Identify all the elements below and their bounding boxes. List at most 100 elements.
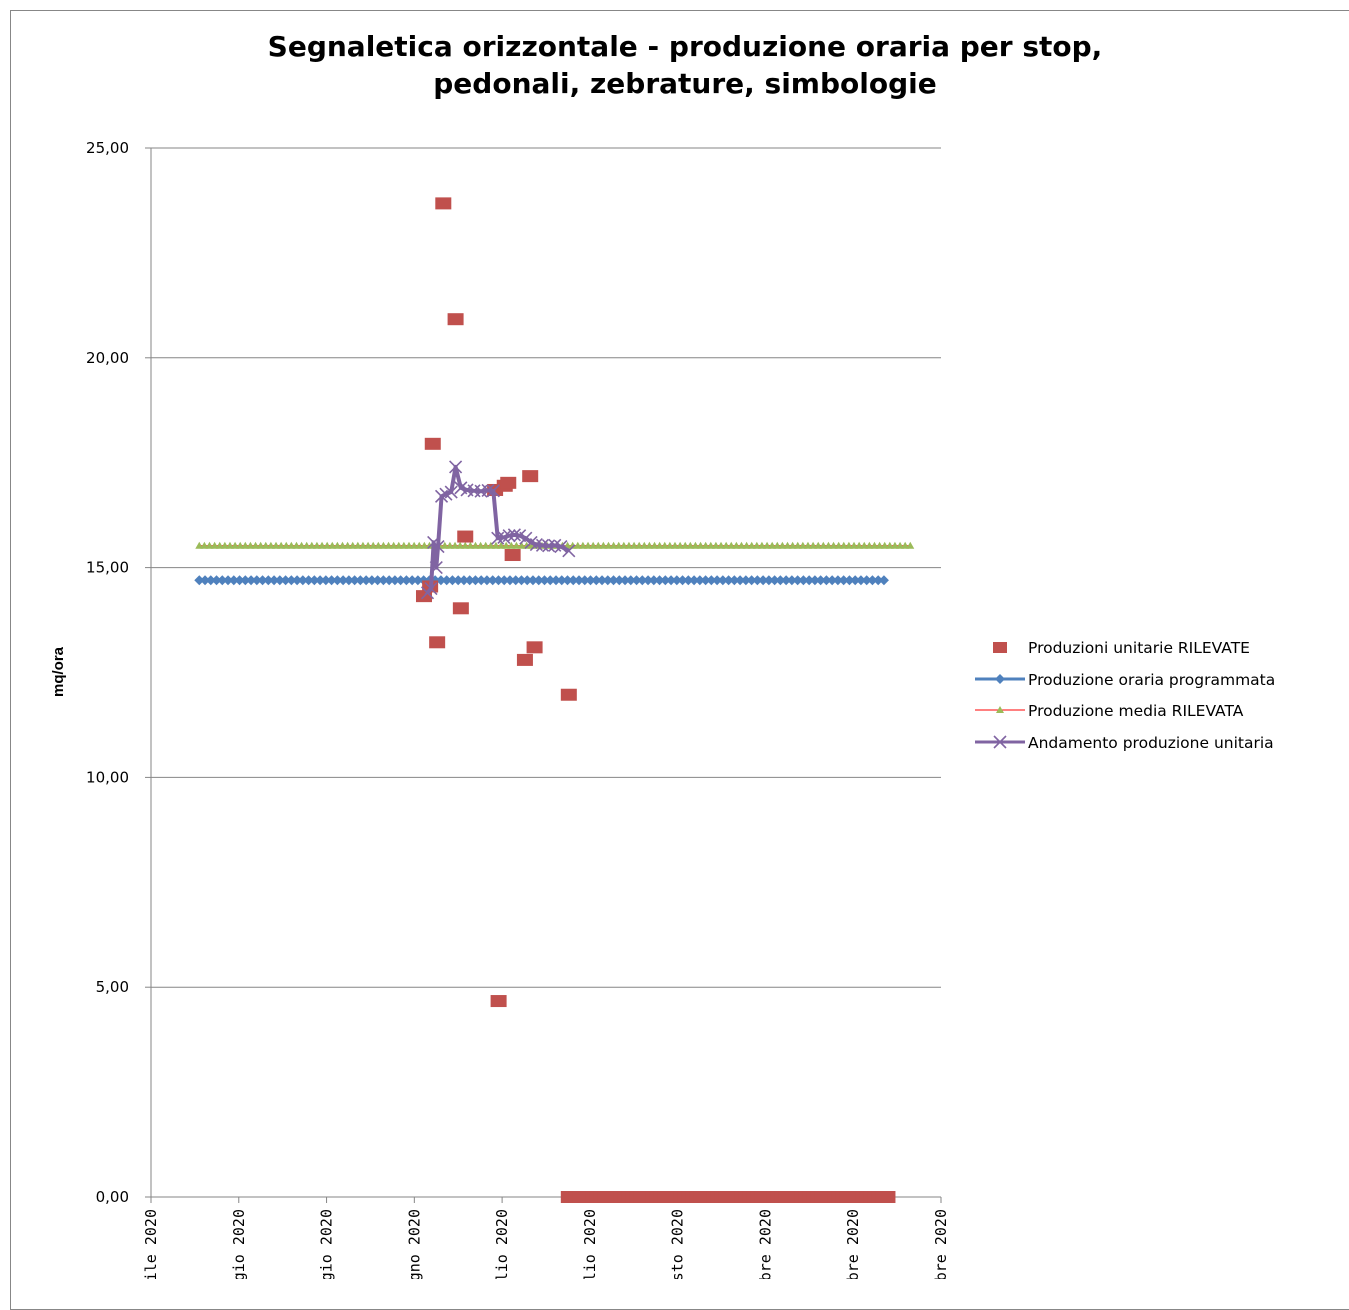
data-point: [625, 575, 636, 586]
data-point: [379, 541, 388, 549]
data-point: [855, 575, 866, 586]
data-point: [803, 541, 812, 549]
data-point: [834, 541, 843, 549]
data-point: [729, 575, 740, 586]
x-tick-label: maggio 2020: [318, 1209, 336, 1279]
data-point: [689, 575, 700, 586]
data-point: [512, 541, 521, 549]
data-point: [395, 575, 406, 586]
data-point: [645, 541, 654, 549]
data-point: [792, 575, 803, 586]
data-point: [526, 641, 543, 654]
data-point: [292, 541, 301, 549]
data-point: [493, 575, 504, 586]
data-point: [654, 575, 665, 586]
data-point: [860, 541, 869, 549]
data-point: [241, 541, 250, 549]
legend-label: Produzione media RILEVATA: [1028, 702, 1244, 720]
x-tick-label: luglio 2020: [581, 1209, 599, 1279]
data-point: [602, 575, 613, 586]
data-point: [885, 541, 894, 549]
data-point: [200, 541, 209, 549]
y-tick-label: 15,00: [86, 559, 129, 577]
data-point: [372, 575, 383, 586]
data-point: [410, 541, 419, 549]
data-point: [867, 575, 878, 586]
data-point: [471, 541, 480, 549]
data-point: [449, 460, 463, 474]
data-point: [723, 575, 734, 586]
data-point: [384, 541, 393, 549]
data-point: [378, 575, 389, 586]
data-point: [282, 541, 291, 549]
data-point: [240, 575, 251, 586]
data-point: [510, 575, 521, 586]
x-tick-label: ottobre 2020: [932, 1209, 950, 1279]
data-point: [491, 541, 500, 549]
data-point: [286, 575, 297, 586]
data-point: [445, 541, 454, 549]
data-point: [700, 575, 711, 586]
series-produzione-programmata: [194, 575, 889, 586]
data-point: [338, 541, 347, 549]
data-point: [451, 541, 460, 549]
data-point: [517, 541, 526, 549]
y-axis-label: mq/ora: [50, 646, 67, 697]
data-point: [223, 575, 234, 586]
data-point: [407, 575, 418, 586]
data-point: [578, 541, 587, 549]
data-point: [464, 575, 475, 586]
data-point: [676, 541, 685, 549]
data-point: [870, 541, 879, 549]
data-point: [879, 1191, 896, 1203]
data-point: [637, 575, 648, 586]
data-point: [706, 541, 715, 549]
data-point: [257, 575, 268, 586]
data-point: [809, 575, 820, 586]
data-point: [429, 561, 443, 575]
data-point: [901, 541, 910, 549]
x-marker-stroke: [993, 735, 1007, 749]
x-tick-label: agosto 2020: [669, 1209, 687, 1279]
data-point: [763, 575, 774, 586]
data-point: [560, 688, 577, 701]
data-point: [769, 575, 780, 586]
data-point: [844, 541, 853, 549]
data-point: [737, 541, 746, 549]
data-point: [778, 541, 787, 549]
data-point: [434, 489, 449, 503]
data-point: [516, 653, 533, 666]
x-tick-label: aprile 2020: [142, 1209, 160, 1279]
data-point: [441, 575, 452, 586]
data-point: [231, 541, 240, 549]
data-point: [717, 541, 726, 549]
data-point: [594, 541, 603, 549]
data-point: [481, 575, 492, 586]
data-point: [694, 575, 705, 586]
data-point: [631, 575, 642, 586]
data-point: [323, 541, 332, 549]
series-andamento: [420, 460, 576, 600]
data-point: [272, 541, 281, 549]
data-point: [320, 575, 331, 586]
data-point: [205, 575, 216, 586]
data-point: [315, 575, 326, 586]
data-point: [389, 541, 398, 549]
y-axis-ticks: 0,00 5,00 10,00 15,00 20,00 25,00: [86, 139, 129, 1206]
x-tick-label: maggio 2020: [230, 1209, 248, 1279]
data-point: [328, 541, 337, 549]
x-marker-stroke: [542, 539, 556, 553]
data-point: [332, 575, 343, 586]
data-point: [562, 575, 573, 586]
data-point: [660, 575, 671, 586]
data-point: [195, 541, 204, 549]
data-point: [655, 541, 664, 549]
data-point: [821, 575, 832, 586]
x-marker-stroke: [524, 535, 538, 549]
data-point: [456, 541, 465, 549]
data-point: [875, 541, 884, 549]
y-tick-label: 25,00: [86, 139, 129, 157]
data-point: [404, 541, 413, 549]
data-point: [364, 541, 373, 549]
data-point: [683, 575, 694, 586]
